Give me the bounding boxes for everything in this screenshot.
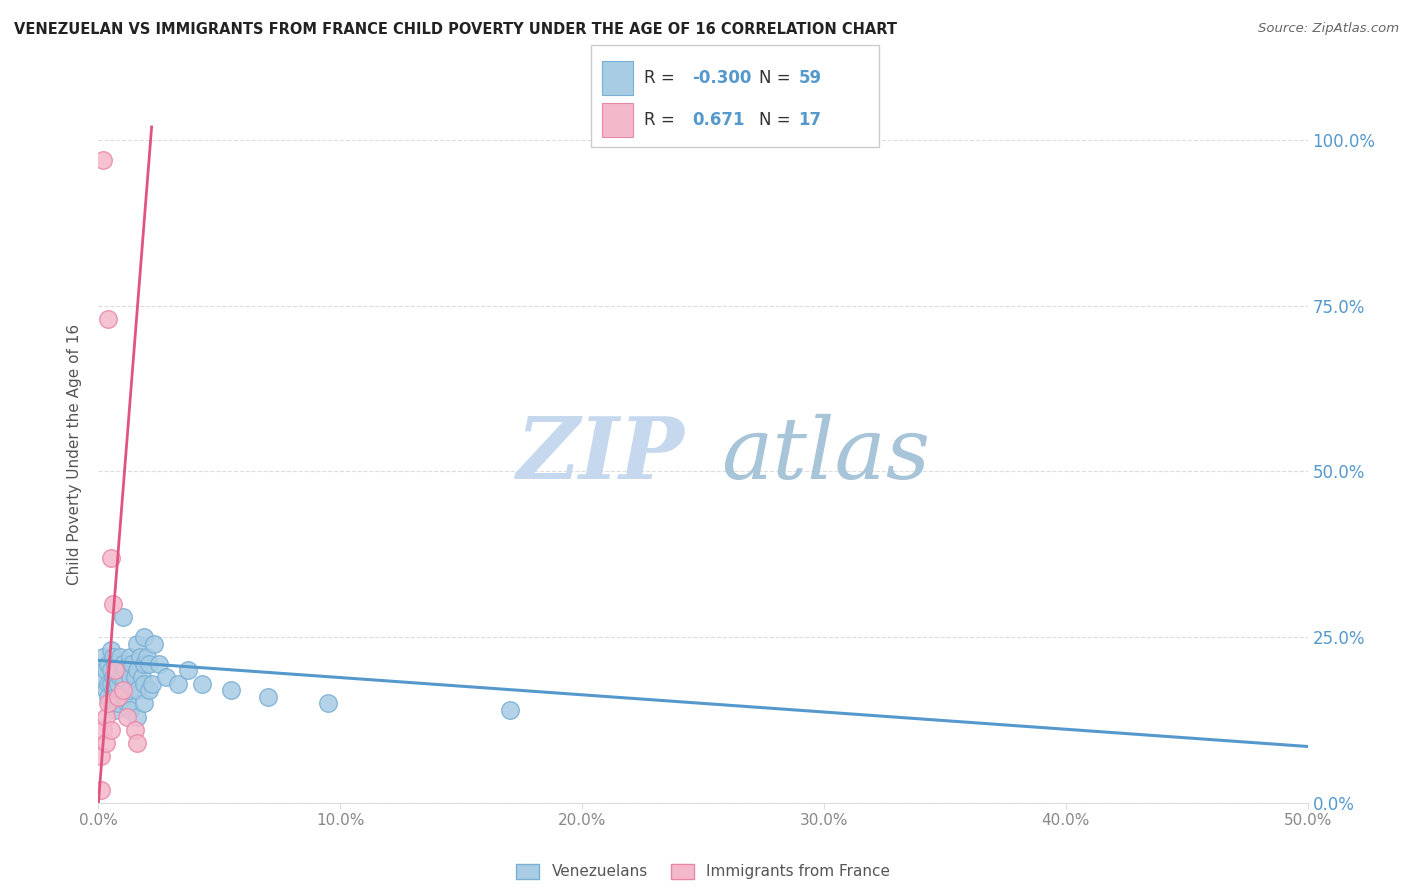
Text: 0.671: 0.671 <box>692 112 744 129</box>
Point <box>121 657 143 671</box>
Point <box>134 676 156 690</box>
Point <box>134 630 156 644</box>
Point <box>127 709 149 723</box>
Point <box>90 782 112 797</box>
Point <box>134 697 156 711</box>
Point <box>91 723 114 737</box>
Point <box>94 736 117 750</box>
Text: N =: N = <box>759 112 796 129</box>
Point <box>134 657 156 671</box>
Point <box>100 550 122 565</box>
Point <box>97 657 120 671</box>
Point <box>107 690 129 704</box>
Text: atlas: atlas <box>721 414 931 496</box>
Point <box>138 657 160 671</box>
Point <box>111 670 134 684</box>
Point <box>111 657 134 671</box>
Point <box>100 643 122 657</box>
Text: ZIP: ZIP <box>517 413 685 497</box>
Point <box>111 683 134 698</box>
Text: 59: 59 <box>799 69 821 87</box>
Text: R =: R = <box>644 69 681 87</box>
Point <box>117 709 139 723</box>
Point <box>143 637 166 651</box>
Point <box>118 670 141 684</box>
Point <box>104 670 127 684</box>
Point <box>104 663 127 677</box>
Point <box>108 670 131 684</box>
Point <box>97 697 120 711</box>
Point <box>94 709 117 723</box>
Point <box>148 657 170 671</box>
Point <box>111 690 134 704</box>
Text: Source: ZipAtlas.com: Source: ZipAtlas.com <box>1258 22 1399 36</box>
Point <box>118 703 141 717</box>
Point <box>94 683 117 698</box>
Point <box>101 650 124 665</box>
Point <box>104 657 127 671</box>
Point <box>221 683 243 698</box>
Point <box>155 670 177 684</box>
Text: VENEZUELAN VS IMMIGRANTS FROM FRANCE CHILD POVERTY UNDER THE AGE OF 16 CORRELATI: VENEZUELAN VS IMMIGRANTS FROM FRANCE CHI… <box>14 22 897 37</box>
Point <box>90 749 112 764</box>
Point <box>131 670 153 684</box>
Text: -0.300: -0.300 <box>692 69 751 87</box>
Point <box>114 663 136 677</box>
Text: N =: N = <box>759 69 796 87</box>
Point <box>316 697 339 711</box>
Point <box>117 697 139 711</box>
Point <box>94 663 117 677</box>
Point <box>256 690 278 704</box>
Point <box>498 703 520 717</box>
Point <box>100 676 122 690</box>
Point <box>101 597 124 611</box>
Point <box>124 670 146 684</box>
Point <box>127 663 149 677</box>
Point <box>177 663 200 677</box>
Point <box>101 683 124 698</box>
Point <box>107 697 129 711</box>
Point <box>97 690 120 704</box>
Point <box>124 723 146 737</box>
Y-axis label: Child Poverty Under the Age of 16: Child Poverty Under the Age of 16 <box>67 325 83 585</box>
Point <box>91 670 114 684</box>
Point <box>128 650 150 665</box>
Point <box>104 690 127 704</box>
Text: 17: 17 <box>799 112 821 129</box>
Point <box>97 676 120 690</box>
Point <box>108 650 131 665</box>
Point <box>118 683 141 698</box>
Point <box>141 676 163 690</box>
Legend: Venezuelans, Immigrants from France: Venezuelans, Immigrants from France <box>510 857 896 886</box>
Point <box>135 650 157 665</box>
Point <box>101 670 124 684</box>
Point <box>191 676 214 690</box>
Point <box>118 650 141 665</box>
Point <box>127 637 149 651</box>
Point <box>100 697 122 711</box>
Point <box>97 312 120 326</box>
Point <box>107 663 129 677</box>
Point <box>127 683 149 698</box>
Point <box>111 610 134 624</box>
Point <box>91 153 114 167</box>
Point <box>104 703 127 717</box>
Point <box>100 663 122 677</box>
Point <box>127 736 149 750</box>
Point <box>100 723 122 737</box>
Text: R =: R = <box>644 112 681 129</box>
Point <box>91 650 114 665</box>
Point <box>138 683 160 698</box>
Point <box>167 676 190 690</box>
Point <box>107 676 129 690</box>
